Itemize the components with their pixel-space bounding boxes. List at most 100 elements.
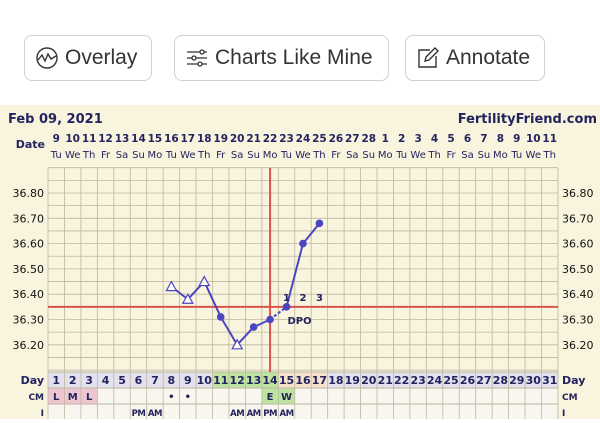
day-number: 21 xyxy=(378,374,393,387)
temperature-segment xyxy=(285,243,304,308)
cm-cell xyxy=(64,388,81,404)
day-cell xyxy=(294,372,312,388)
cm-cell xyxy=(80,388,98,404)
date-label: 26 xyxy=(329,133,344,145)
chart-svg: Feb 09, 2021 FertilityFriend.com Date 36… xyxy=(8,112,597,420)
annotate-label: Annotate xyxy=(446,46,531,69)
temperature-point xyxy=(266,315,274,324)
day-cell xyxy=(492,372,509,388)
dpo-label: DPO xyxy=(287,316,311,327)
day-cell xyxy=(541,372,558,388)
day-number: 12 xyxy=(230,374,245,387)
cm-value: E xyxy=(267,392,274,403)
date-label: 28 xyxy=(361,133,376,145)
i-row-label: I xyxy=(41,409,44,419)
date-label: 19 xyxy=(213,133,228,145)
date-label: 10 xyxy=(65,133,80,145)
temperature-point-open xyxy=(165,280,178,292)
weekday-label: Th xyxy=(427,150,440,161)
weekday-label: Su xyxy=(132,150,145,161)
brand-link[interactable]: FertilityFriend.com xyxy=(458,112,597,127)
weekday-label: Tu xyxy=(50,150,62,161)
date-label: 20 xyxy=(230,133,245,145)
day-cell xyxy=(344,372,361,388)
cm-value: L xyxy=(53,392,60,403)
weekday-label: Su xyxy=(362,150,375,161)
weekday-label: Mo xyxy=(148,150,163,161)
overlay-label: Overlay xyxy=(65,46,138,69)
cm-value: • xyxy=(168,392,174,403)
weekday-label: We xyxy=(65,150,80,161)
y-tick-left: 36.40 xyxy=(13,288,45,301)
weekday-label: Sa xyxy=(231,150,243,161)
y-tick-left: 36.60 xyxy=(13,238,45,251)
intercourse-value: AM xyxy=(148,409,162,419)
temperature-point xyxy=(216,313,225,321)
date-label: 23 xyxy=(279,133,294,145)
date-label: 13 xyxy=(115,133,130,145)
date-label: 22 xyxy=(263,133,278,145)
weekday-label: Mo xyxy=(263,150,278,161)
weekday-label: Fr xyxy=(446,150,456,161)
weekday-label: Mo xyxy=(493,150,508,161)
day-number: 11 xyxy=(213,374,228,387)
day-number: 24 xyxy=(427,374,443,387)
day-number: 20 xyxy=(361,374,377,387)
day-number: 7 xyxy=(151,374,159,387)
day-number: 6 xyxy=(135,374,143,387)
temperature-point-open xyxy=(181,293,194,304)
weekday-label: Th xyxy=(82,150,95,161)
day-cell xyxy=(360,372,377,388)
temperature-point xyxy=(299,239,307,248)
weekday-label: Tu xyxy=(395,150,407,161)
y-tick-left: 36.80 xyxy=(13,187,45,200)
charts-like-mine-label: Charts Like Mine xyxy=(215,46,373,69)
day-cell xyxy=(179,372,197,388)
day-number: 22 xyxy=(394,374,409,387)
date-label: 10 xyxy=(526,133,541,145)
weekday-label: Th xyxy=(197,150,210,161)
day-cell xyxy=(196,372,213,388)
date-label: 27 xyxy=(345,133,360,145)
y-tick-right: 36.80 xyxy=(562,187,594,200)
day-number: 18 xyxy=(328,374,343,387)
intercourse-value: PM xyxy=(263,409,277,419)
day-number: 27 xyxy=(476,374,491,387)
temperature-segment xyxy=(236,326,255,346)
day-cell xyxy=(459,372,476,388)
intercourse-value: AM xyxy=(280,409,294,419)
date-row-label: Date xyxy=(16,138,45,151)
cm-value: W xyxy=(281,392,292,403)
overlay-button[interactable]: Overlay xyxy=(24,35,152,81)
weekday-label: We xyxy=(295,150,310,161)
date-label: 4 xyxy=(431,133,438,145)
plot-area xyxy=(48,168,558,372)
date-label: 15 xyxy=(148,133,163,145)
cm-value: M xyxy=(68,392,78,403)
cm-cell xyxy=(278,388,295,404)
y-tick-right: 36.50 xyxy=(562,263,594,276)
day-cell xyxy=(426,372,443,388)
annotate-button[interactable]: Annotate xyxy=(405,35,545,81)
date-label: 18 xyxy=(197,133,212,145)
dpo-number: 1 xyxy=(283,293,290,304)
date-label: 8 xyxy=(497,133,504,145)
day-cell xyxy=(409,372,427,388)
date-label: 11 xyxy=(82,133,97,145)
temperature-segment xyxy=(219,316,239,346)
day-cell xyxy=(212,372,229,388)
edit-icon xyxy=(418,47,439,68)
day-number: 1 xyxy=(52,374,60,387)
y-tick-left: 36.50 xyxy=(13,263,45,276)
fertility-chart: Feb 09, 2021 FertilityFriend.com Date 36… xyxy=(0,105,600,420)
y-tick-left: 36.20 xyxy=(13,339,45,352)
date-label: 14 xyxy=(131,133,146,145)
weekday-label: Tu xyxy=(510,150,522,161)
day-number: 23 xyxy=(410,374,425,387)
day-number: 17 xyxy=(312,374,327,387)
weekday-label: Sa xyxy=(116,150,128,161)
date-label: 1 xyxy=(382,133,389,145)
charts-like-mine-button[interactable]: Charts Like Mine xyxy=(174,35,389,81)
weekday-label: Mo xyxy=(378,150,393,161)
day-cell xyxy=(228,372,246,388)
